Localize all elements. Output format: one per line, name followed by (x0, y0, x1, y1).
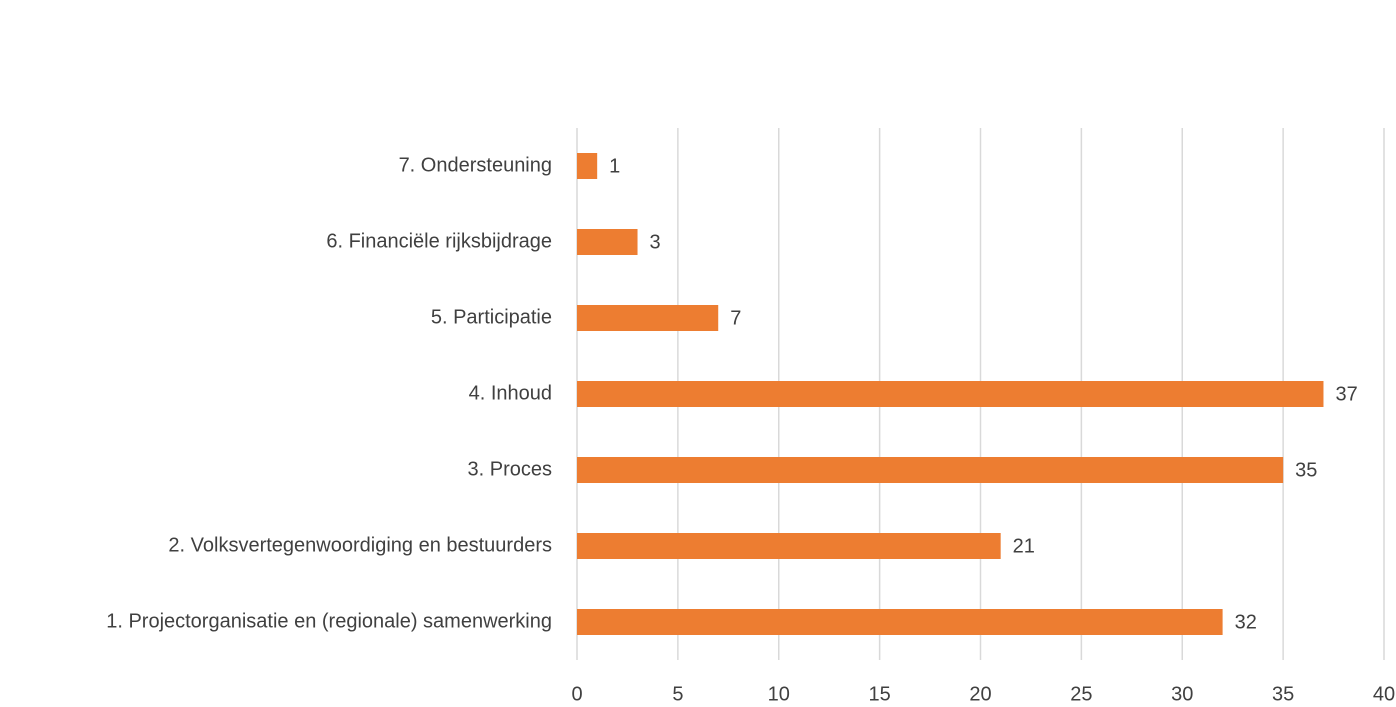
data-label: 37 (1335, 383, 1357, 405)
x-tick-label: 30 (1171, 683, 1193, 705)
y-tick-label: 5. Participatie (431, 306, 552, 328)
bar (577, 609, 1223, 635)
x-tick-label: 35 (1272, 683, 1294, 705)
bar (577, 229, 638, 255)
y-tick-label: 3. Proces (468, 458, 552, 480)
x-tick-label: 40 (1373, 683, 1395, 705)
data-label: 21 (1013, 535, 1035, 557)
data-label: 1 (609, 155, 620, 177)
bar (577, 457, 1284, 483)
y-tick-label: 4. Inhoud (469, 382, 552, 404)
y-tick-label: 7. Ondersteuning (399, 154, 552, 176)
x-tick-label: 20 (969, 683, 991, 705)
x-tick-label: 25 (1070, 683, 1092, 705)
bar (577, 533, 1001, 559)
bar (577, 381, 1324, 407)
x-tick-label: 15 (869, 683, 891, 705)
data-label: 35 (1295, 459, 1317, 481)
data-label: 3 (650, 231, 661, 253)
x-tick-label: 5 (672, 683, 683, 705)
x-tick-label: 10 (768, 683, 790, 705)
data-label: 7 (730, 307, 741, 329)
bar (577, 305, 719, 331)
y-tick-label: 2. Volksvertegenwoordiging en bestuurder… (168, 534, 552, 556)
bar (577, 153, 598, 179)
data-label: 32 (1235, 611, 1257, 633)
y-tick-label: 6. Financiële rijksbijdrage (326, 230, 552, 252)
y-tick-label: 1. Projectorganisatie en (regionale) sam… (106, 610, 552, 632)
x-tick-label: 0 (571, 683, 582, 705)
